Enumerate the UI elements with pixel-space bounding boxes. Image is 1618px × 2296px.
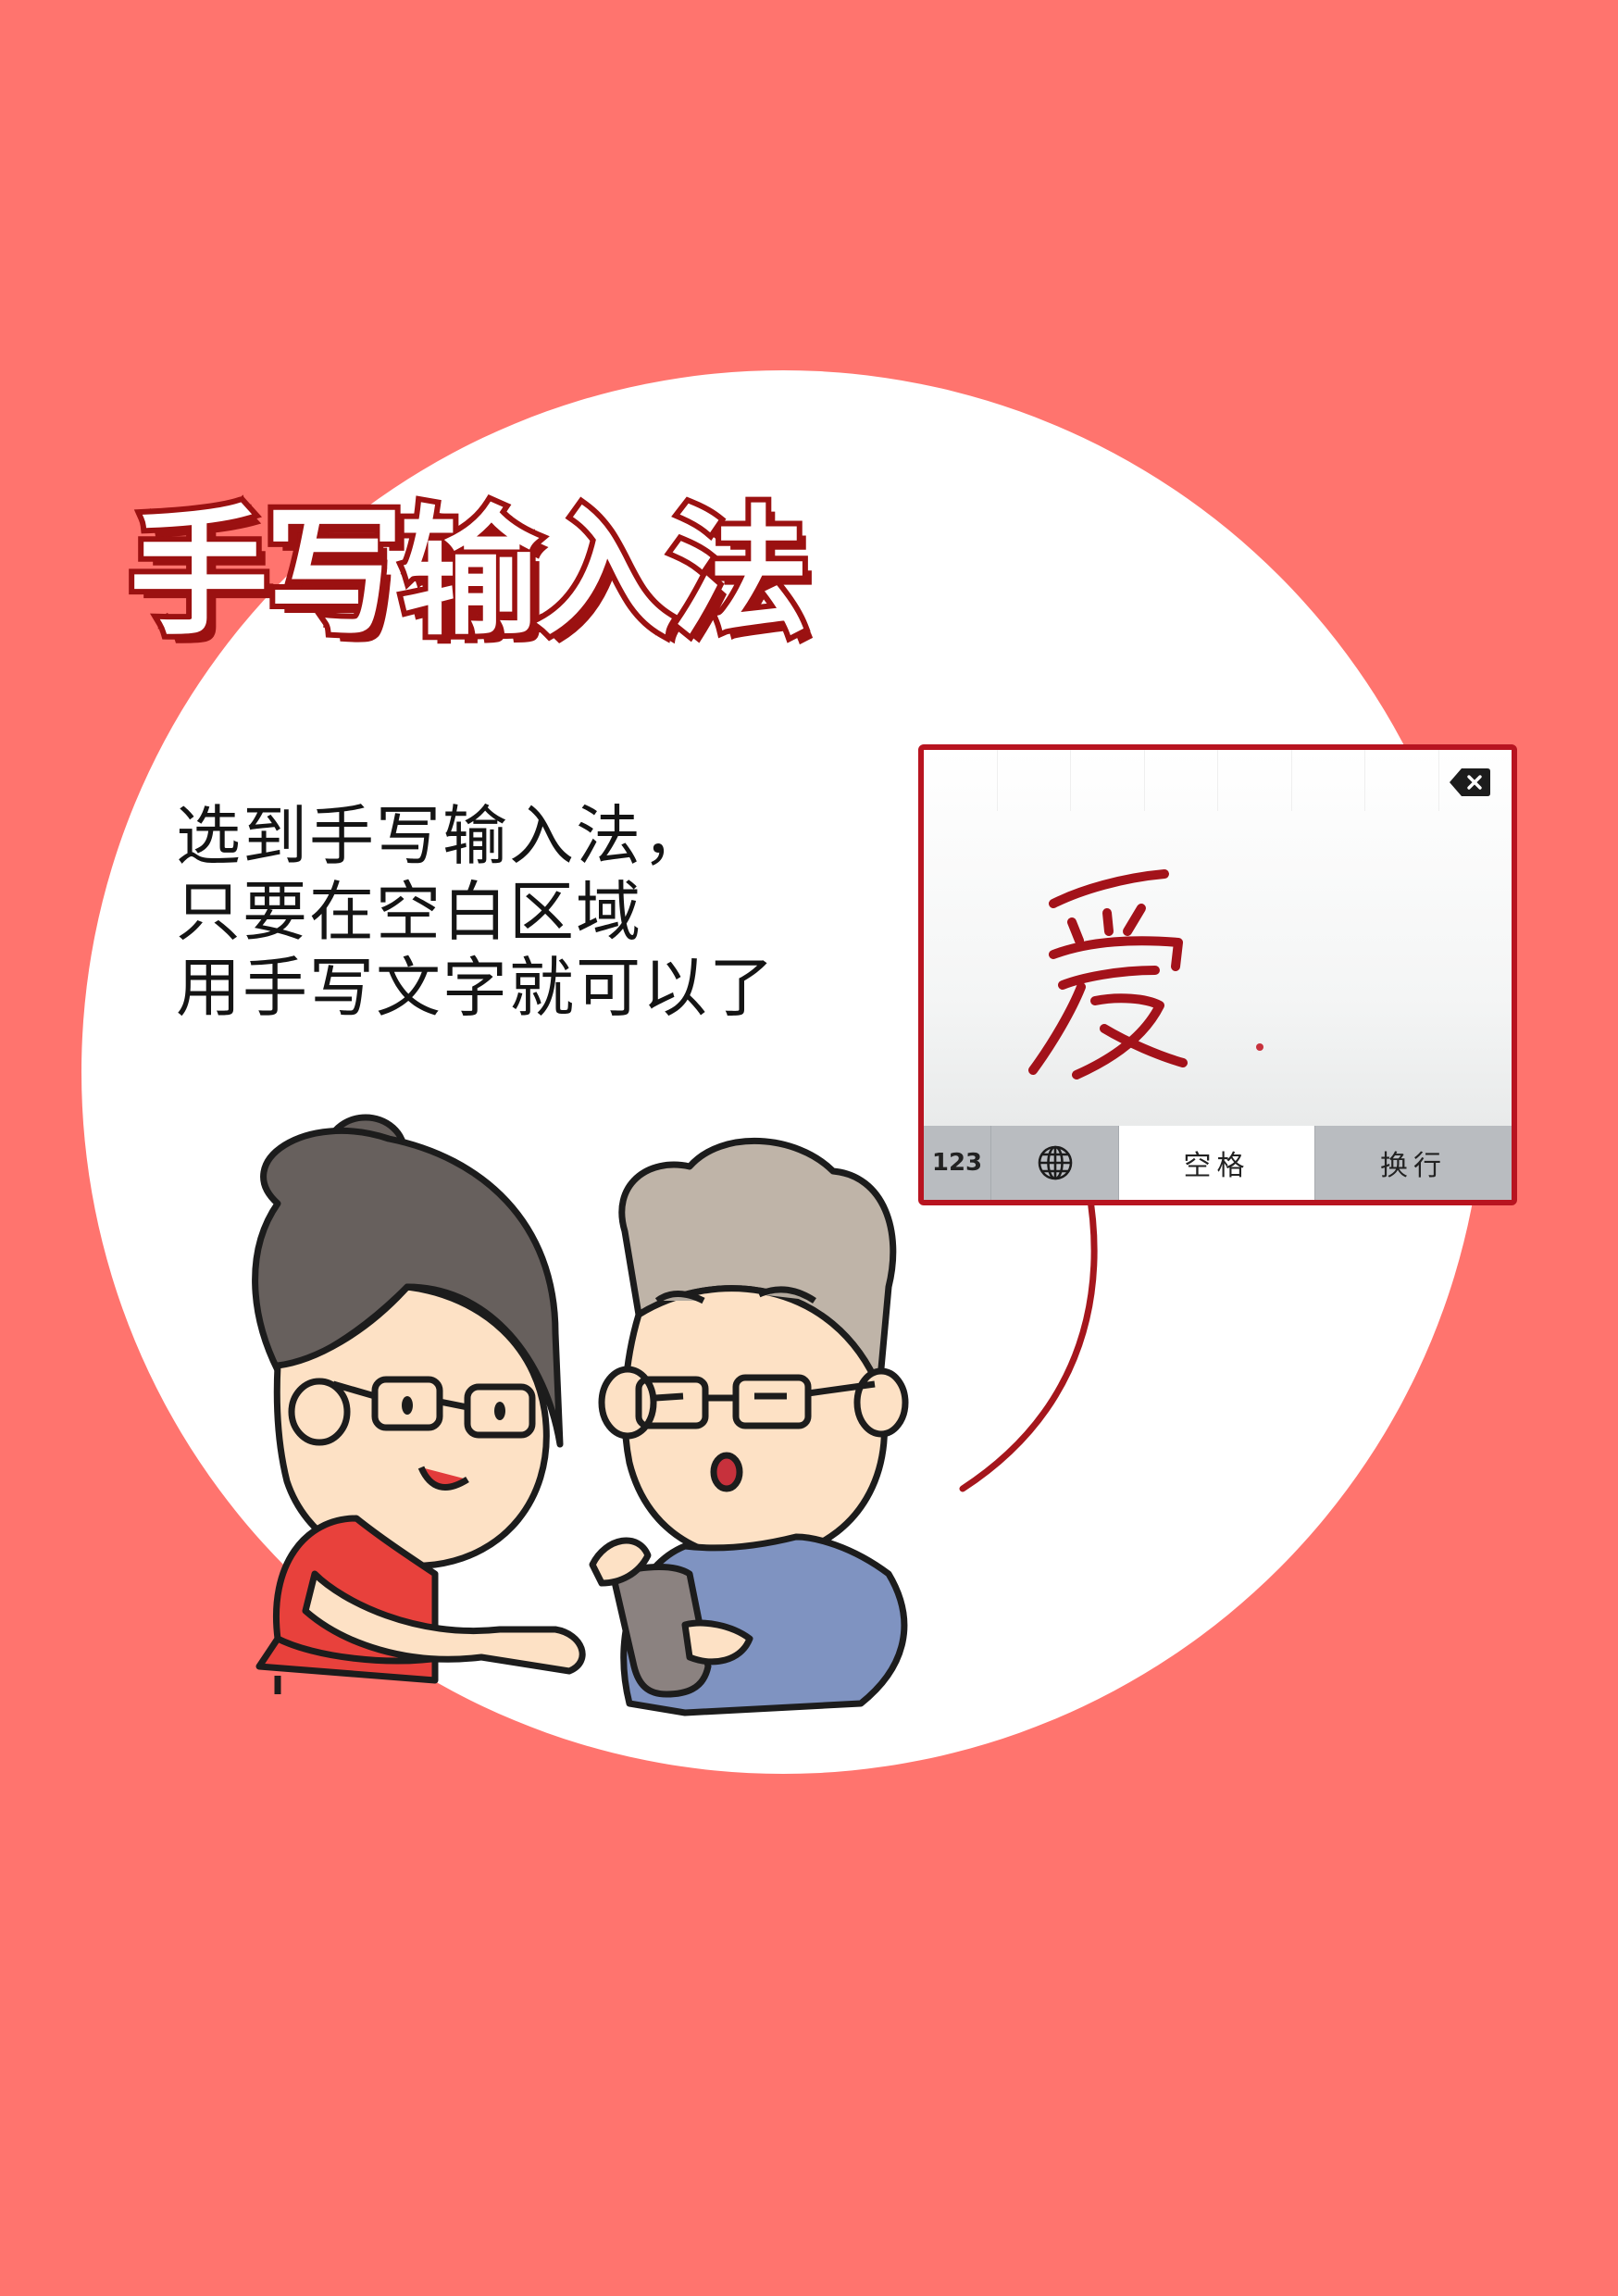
- page-title: 手写输入法: [124, 493, 815, 655]
- space-key[interactable]: 空格: [1119, 1126, 1315, 1200]
- return-key[interactable]: 换行: [1315, 1126, 1512, 1200]
- description-line-1: 选到手写输入法，: [176, 798, 709, 874]
- candidate-slot[interactable]: [924, 750, 998, 811]
- man-figure: [589, 1138, 909, 1716]
- description-line-3: 用手写文字就可以了: [176, 950, 776, 1026]
- numbers-key[interactable]: 123: [924, 1126, 991, 1200]
- description: 选到手写输入法， 只要在空白区域 用手写文字就可以了: [176, 798, 776, 1026]
- description-line-2: 只要在空白区域: [176, 874, 642, 950]
- globe-icon[interactable]: [991, 1126, 1119, 1200]
- backspace-icon[interactable]: [1449, 767, 1491, 798]
- woman-figure: [252, 1114, 586, 1694]
- candidate-slot[interactable]: [998, 750, 1071, 811]
- candidate-slot[interactable]: [1145, 750, 1218, 811]
- keyboard-bottom-row: 123 空格 换行: [924, 1126, 1512, 1200]
- candidate-slot[interactable]: [1292, 750, 1365, 811]
- handwritten-stroke: [1028, 869, 1263, 1079]
- candidate-bar: [924, 750, 1512, 811]
- handwriting-keyboard: 123 空格 换行: [918, 744, 1517, 1205]
- candidate-slot[interactable]: [1218, 750, 1292, 811]
- handwriting-area[interactable]: [924, 811, 1512, 1135]
- candidate-slot[interactable]: [1071, 750, 1145, 811]
- candidate-slot[interactable]: [1365, 750, 1439, 811]
